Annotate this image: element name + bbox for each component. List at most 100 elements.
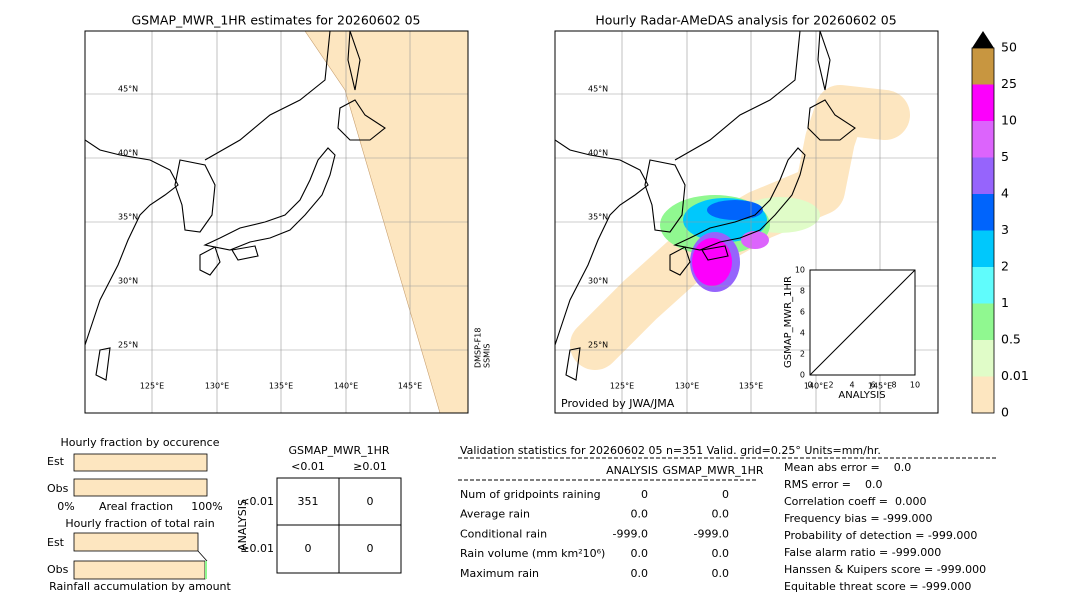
lat-label: 30°N xyxy=(118,277,138,286)
lon-label: 135°E xyxy=(269,382,293,391)
row-label: Obs xyxy=(47,482,69,495)
colorbar-segment xyxy=(972,121,994,158)
colorbar-label: 4 xyxy=(1001,186,1009,201)
x-tick-label: 6 xyxy=(870,381,875,390)
ct-row: <0.01 xyxy=(240,495,274,508)
score: Equitable threat score = -999.000 xyxy=(784,580,971,593)
lat-label: 45°N xyxy=(588,85,608,94)
colorbar-segment xyxy=(972,340,994,377)
ct-col: <0.01 xyxy=(291,460,325,473)
lat-label: 30°N xyxy=(588,277,608,286)
score: False alarm ratio = -999.000 xyxy=(784,546,941,559)
x-tick-label: 8 xyxy=(891,381,896,390)
y-tick-label: 2 xyxy=(800,350,805,359)
lat-label: 25°N xyxy=(118,341,138,350)
lon-label: 145°E xyxy=(868,382,892,391)
row-label: Obs xyxy=(47,563,69,576)
colorbar-segment xyxy=(972,303,994,340)
colorbar-segment xyxy=(972,267,994,304)
y-tick-label: 10 xyxy=(795,266,805,275)
lon-label: 140°E xyxy=(334,382,358,391)
left-map xyxy=(84,30,469,414)
occ-title: Hourly fraction by occurence xyxy=(61,436,220,449)
stat-value: 0.0 xyxy=(631,547,649,560)
stat-value: -999.0 xyxy=(694,527,729,540)
val-col: ANALYSIS xyxy=(606,464,658,477)
val-col: GSMAP_MWR_1HR xyxy=(662,464,763,477)
ct-title: GSMAP_MWR_1HR xyxy=(288,444,389,457)
stat-value: 0 xyxy=(722,488,729,501)
colorbar-label: 0 xyxy=(1001,405,1009,420)
score: RMS error = 0.0 xyxy=(784,478,882,491)
scatter-xlabel: ANALYSIS xyxy=(838,390,885,401)
colorbar-frame xyxy=(971,47,995,414)
x-tick-label: 2 xyxy=(828,381,833,390)
x-tick-label: 10 xyxy=(910,381,920,390)
stat-value: 0 xyxy=(641,488,648,501)
colorbar-segment xyxy=(972,48,994,85)
stat-value: -999.0 xyxy=(613,527,648,540)
colorbar-segment xyxy=(972,157,994,194)
stat-value: 0.0 xyxy=(631,508,649,521)
satellite: DMSP-F18 xyxy=(474,328,483,368)
stat-name: Rain volume (mm km²10⁶) xyxy=(460,547,605,560)
score: Mean abs error = 0.0 xyxy=(784,461,911,474)
lat-label: 45°N xyxy=(118,85,138,94)
lat-label: 35°N xyxy=(118,213,138,222)
diagonal xyxy=(809,269,916,376)
axis-label: 0% xyxy=(57,500,74,513)
stat-value: 0.0 xyxy=(712,508,730,521)
colorbar-label: 0.5 xyxy=(1001,332,1021,347)
colorbar-label: 50 xyxy=(1001,40,1017,55)
lat-label: 25°N xyxy=(588,341,608,350)
lon-label: 130°E xyxy=(205,382,229,391)
stat-value: 0.0 xyxy=(712,567,730,580)
rain-footer: Rainfall accumulation by amount xyxy=(49,580,231,593)
y-tick-label: 6 xyxy=(800,308,805,317)
stat-name: Average rain xyxy=(460,508,530,521)
colorbar-segment xyxy=(972,194,994,231)
axis-label: Areal fraction xyxy=(99,500,173,513)
score: Probability of detection = -999.000 xyxy=(784,529,977,542)
y-tick-label: 4 xyxy=(800,329,805,338)
lon-label: 125°E xyxy=(140,382,164,391)
ct-col: ≥0.01 xyxy=(353,460,387,473)
lon-label: 130°E xyxy=(675,382,699,391)
colorbar-label: 5 xyxy=(1001,149,1009,164)
row-label: Est xyxy=(47,455,65,468)
y-tick-label: 0 xyxy=(800,371,805,380)
colorbar-extend xyxy=(972,31,994,48)
stat-name: Num of gridpoints raining xyxy=(460,488,601,501)
lon-label: 125°E xyxy=(610,382,634,391)
lon-label: 145°E xyxy=(398,382,422,391)
val-header: Validation statistics for 20260602 05 n=… xyxy=(460,444,881,457)
colorbar-label: 2 xyxy=(1001,259,1009,274)
axis-label: 100% xyxy=(191,500,222,513)
colorbar-segment xyxy=(972,84,994,121)
ct-cell: 0 xyxy=(367,542,374,555)
score: Correlation coeff = 0.000 xyxy=(784,495,926,508)
colorbar-label: 1 xyxy=(1001,295,1009,310)
score: Hanssen & Kuipers score = -999.000 xyxy=(784,563,986,576)
y-tick-label: 8 xyxy=(800,287,805,296)
lon-label: 135°E xyxy=(739,382,763,391)
row-label: Est xyxy=(47,536,65,549)
ct-row: ≥0.01 xyxy=(240,542,274,555)
stat-value: 0.0 xyxy=(631,567,649,580)
score: Frequency bias = -999.000 xyxy=(784,512,933,525)
stat-name: Maximum rain xyxy=(460,567,539,580)
ct-cell: 0 xyxy=(305,542,312,555)
rain-title: Hourly fraction of total rain xyxy=(65,517,214,530)
x-tick-label: 4 xyxy=(849,381,854,390)
right-map: Provided by JWA/JMA ANALYSIS GSMAP_MWR_1… xyxy=(554,30,939,414)
sensor: SSMIS xyxy=(483,344,492,369)
stat-name: Conditional rain xyxy=(460,527,547,540)
colorbar-label: 25 xyxy=(1001,76,1017,91)
credit: Provided by JWA/JMA xyxy=(561,397,675,410)
right-title: Hourly Radar-AMeDAS analysis for 2026060… xyxy=(595,13,896,28)
left-title: GSMAP_MWR_1HR estimates for 20260602 05 xyxy=(132,13,421,28)
ct-row-title: ANALYSIS xyxy=(236,499,249,551)
colorbar-segment xyxy=(972,230,994,267)
lon-label: 140°E xyxy=(804,382,828,391)
